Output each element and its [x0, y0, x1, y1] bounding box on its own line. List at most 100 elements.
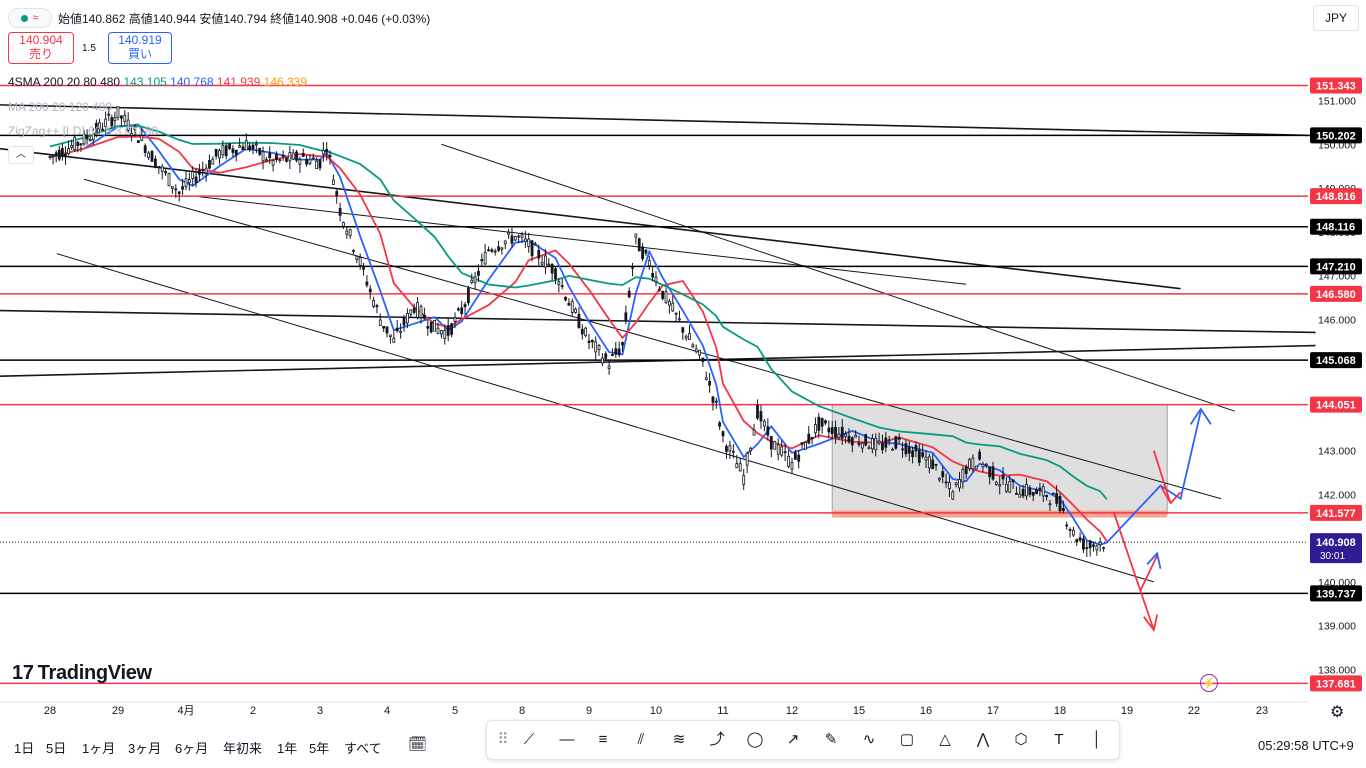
- buy-button[interactable]: 140.919 買い: [108, 32, 172, 64]
- candle-body: [258, 147, 262, 155]
- candle-body: [1001, 474, 1005, 480]
- candle-body: [708, 380, 711, 386]
- candle-body: [1025, 484, 1028, 497]
- candle-body: [759, 411, 763, 422]
- candle-body: [73, 136, 77, 151]
- candle-body: [621, 342, 624, 346]
- pattern-icon[interactable]: ⬡: [1014, 731, 1028, 748]
- candle-body: [544, 255, 547, 268]
- level-price-tag: [1310, 258, 1362, 275]
- candle-body: [554, 268, 557, 280]
- candle-body: [281, 154, 285, 157]
- candle-body: [827, 427, 831, 433]
- brush-icon[interactable]: ✎: [824, 731, 838, 748]
- flash-icon[interactable]: ⚡: [1200, 674, 1218, 692]
- level-price-tag: [1310, 396, 1362, 413]
- candle-body: [927, 456, 931, 469]
- timeframe-1m[interactable]: 1ヶ月: [82, 741, 116, 756]
- timeframe-all[interactable]: すべて: [344, 741, 382, 756]
- candle-body: [345, 230, 349, 235]
- candle-body: [520, 234, 524, 238]
- candle-body: [769, 436, 773, 450]
- timeframe-1y[interactable]: 1年: [277, 741, 298, 756]
- level-price-tag: [1310, 285, 1362, 302]
- vertical-line-icon[interactable]: │: [1092, 731, 1102, 748]
- timeframe-5d[interactable]: 5日: [46, 741, 67, 756]
- time-tick-label: 12: [786, 705, 798, 717]
- candle-body: [817, 416, 821, 431]
- candle-body: [1055, 493, 1059, 504]
- candle-body: [763, 420, 766, 427]
- candle-body: [214, 148, 218, 157]
- candle-body: [881, 442, 884, 451]
- candle-body: [721, 431, 725, 437]
- timeframe-ytd[interactable]: 年初来: [223, 741, 263, 756]
- candle-body: [797, 454, 801, 462]
- text-icon[interactable]: T: [1054, 731, 1064, 748]
- candle-body: [342, 222, 345, 227]
- calendar-range-icon[interactable]: 🗓: [408, 736, 428, 753]
- market-status-toggle[interactable]: ≈: [8, 8, 52, 28]
- candle-body: [170, 186, 174, 189]
- candle-body: [968, 459, 971, 470]
- countdown-label: 30:01: [1320, 551, 1345, 562]
- candle-body: [964, 466, 968, 475]
- horizontal-ray-icon[interactable]: —: [559, 731, 575, 748]
- candle-body: [840, 426, 844, 439]
- candle-body: [944, 481, 948, 484]
- candle-body: [752, 429, 756, 436]
- candle-body: [466, 287, 470, 304]
- candle-body: [1088, 540, 1092, 549]
- polyline-icon[interactable]: ⋀: [976, 731, 990, 748]
- candle-body: [587, 340, 591, 343]
- candle-body: [810, 436, 814, 440]
- candle-body: [1011, 479, 1015, 483]
- timeframe-6m[interactable]: 6ヶ月: [175, 741, 209, 756]
- candle-body: [974, 465, 978, 470]
- candle-body: [238, 145, 242, 148]
- fib-icon[interactable]: ≋: [672, 731, 686, 748]
- path-icon[interactable]: ⤴: [709, 731, 725, 748]
- candle-body: [450, 323, 454, 335]
- timeframe-1d[interactable]: 1日: [14, 741, 35, 756]
- candle-body: [422, 314, 426, 320]
- curve-icon[interactable]: ∿: [862, 731, 876, 748]
- candle-body: [550, 263, 554, 274]
- consolidation-box: [831, 404, 1168, 515]
- level-price-label: 137.681: [1316, 678, 1356, 690]
- price-tick-label: 139.000: [1318, 621, 1356, 633]
- timeframe-3m[interactable]: 3ヶ月: [128, 741, 162, 756]
- sma-value-red: 141.939: [216, 75, 261, 89]
- sma-legend[interactable]: 4SMA 200 20 80 480 143.105 140.768 141.9…: [8, 75, 307, 89]
- trend-line-icon[interactable]: ⟋: [523, 731, 535, 748]
- currency-select[interactable]: JPY: [1313, 5, 1359, 31]
- candle-body: [335, 191, 339, 196]
- candle-body: [405, 312, 409, 324]
- level-price-label: 150.202: [1316, 130, 1356, 142]
- triangle-icon[interactable]: △: [939, 731, 951, 748]
- candle-body: [1092, 544, 1095, 547]
- zigzag-legend[interactable]: ZigZag++ [LD] 60 5 3 0 0 80: [8, 124, 159, 138]
- candle-body: [305, 159, 309, 165]
- drag-handle-icon[interactable]: ⠿: [497, 731, 509, 748]
- arrow-icon[interactable]: ↗: [786, 731, 800, 748]
- candle-body: [590, 339, 594, 343]
- regression-icon[interactable]: ⫽: [637, 731, 645, 748]
- ellipse-icon[interactable]: ◯: [746, 731, 764, 748]
- sell-button[interactable]: 140.904 売り: [8, 32, 74, 64]
- timeframe-5y[interactable]: 5年: [309, 741, 330, 756]
- candle-body: [116, 106, 120, 118]
- candle-body: [884, 437, 888, 448]
- candle-body: [577, 313, 581, 329]
- candle-body: [783, 451, 787, 454]
- gear-icon[interactable]: ⚙: [1330, 704, 1345, 721]
- rectangle-icon[interactable]: ▢: [899, 731, 915, 748]
- ma2-legend[interactable]: MA 200 20 120 480: [8, 100, 113, 114]
- time-tick-label: 2: [250, 705, 256, 717]
- candle-body: [136, 140, 140, 144]
- candle-body: [368, 288, 372, 293]
- chevron-up-icon[interactable]: ︿: [8, 146, 34, 164]
- candle-body: [681, 327, 685, 333]
- parallel-channel-icon[interactable]: ≡: [598, 731, 608, 748]
